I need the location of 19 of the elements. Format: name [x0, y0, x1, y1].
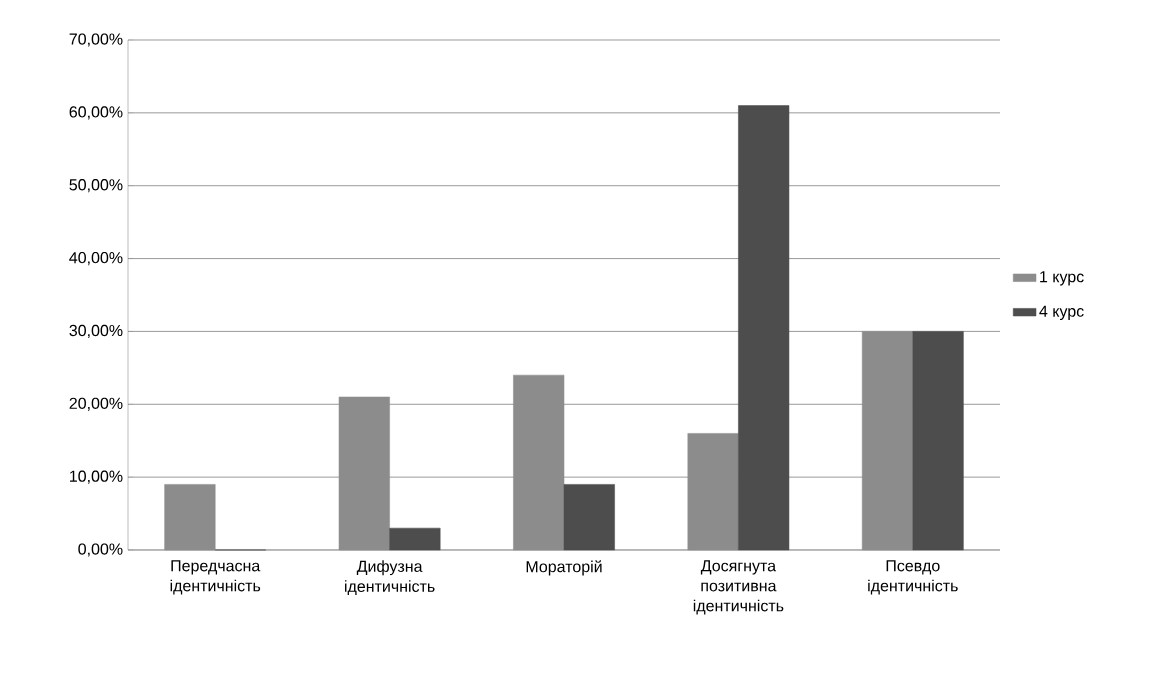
- x-tick-label: Псевдо ідентичність: [868, 560, 958, 595]
- legend-label: 1 курс: [1040, 271, 1084, 286]
- y-tick-label: 40,00%: [69, 251, 123, 266]
- x-tick-label: Передчасна ідентичність: [170, 560, 261, 595]
- y-tick-label: 60,00%: [69, 106, 123, 120]
- y-tick-label: 10,00%: [70, 470, 123, 484]
- x-tick-label: Дифузна ідентичність: [345, 560, 435, 596]
- y-tick-label: 20,00%: [69, 397, 123, 411]
- legend-label: 4 курс: [1039, 305, 1084, 320]
- y-tick-label: 0,00%: [78, 543, 123, 557]
- bar: [912, 331, 964, 551]
- x-tick-label: Досягнута позитивна ідентичність: [693, 560, 784, 615]
- bar: [563, 484, 615, 551]
- y-tick-label: 30,00%: [69, 324, 123, 339]
- x-tick-label: Мораторій: [526, 560, 602, 576]
- y-tick-label: 70,00%: [69, 33, 123, 47]
- bar: [738, 105, 790, 551]
- bar: [389, 527, 441, 551]
- y-tick-label: 50,00%: [69, 179, 123, 193]
